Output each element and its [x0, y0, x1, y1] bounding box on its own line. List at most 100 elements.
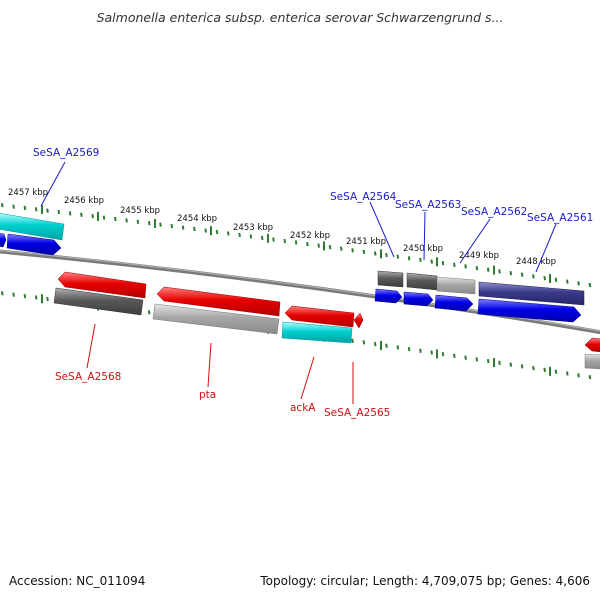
gene-label-forward[interactable]: SeSA_A2564 — [330, 191, 397, 203]
scale-label: 2453 kbp — [233, 223, 273, 233]
scale-tick — [385, 252, 388, 258]
scale-tick — [509, 270, 513, 276]
scale-tick — [317, 243, 320, 248]
gene-SeSA_A2564[interactable] — [377, 270, 404, 288]
scale-tick — [588, 374, 592, 380]
scale-tick — [351, 248, 354, 253]
gene-label-reverse[interactable]: SeSA_A2568 — [55, 371, 121, 383]
scale-tick — [373, 341, 377, 347]
map-title: Salmonella enterica subsp. enterica sero… — [96, 10, 504, 25]
genome-backbone — [0, 249, 600, 335]
scale-label: 2450 kbp — [403, 244, 443, 254]
scale-label: 2454 kbp — [177, 214, 217, 224]
gene-bar[interactable] — [281, 321, 353, 344]
gene-bar[interactable] — [53, 287, 144, 316]
reverse-genes-outer — [57, 271, 600, 353]
accession-label: Accession: NC_011094 — [9, 574, 146, 588]
scale-track-forward — [1, 203, 592, 288]
scale-tick — [532, 274, 535, 279]
gene-SeSA_A2563[interactable] — [406, 272, 438, 291]
scale-label: 2448 kbp — [516, 257, 556, 267]
scale-label: 2455 kbp — [120, 206, 160, 216]
scale-tick — [193, 226, 196, 232]
scale-tick — [249, 234, 253, 239]
gene-label-forward[interactable]: SeSA_A2569 — [33, 147, 99, 159]
scale-tick — [68, 211, 72, 216]
scale-tick — [34, 295, 38, 300]
scale-tick — [170, 223, 174, 229]
gene-arrow[interactable] — [0, 233, 7, 248]
scale-tick — [125, 218, 128, 223]
scale-tick — [577, 373, 580, 378]
gene-bar[interactable] — [152, 303, 280, 335]
scale-tick — [260, 235, 264, 241]
gene-label-forward[interactable]: SeSA_A2563 — [395, 199, 461, 211]
scale-tick — [159, 222, 162, 227]
gene-arrow[interactable] — [584, 337, 600, 353]
scale-tick — [373, 251, 377, 256]
scale-tick — [328, 245, 332, 250]
gene-SeSA_A2562[interactable] — [436, 276, 476, 295]
scale-tick — [306, 241, 309, 247]
scale-tick — [464, 264, 467, 269]
scale-tick — [577, 281, 580, 286]
scale-tick — [543, 275, 546, 281]
gene-arrow[interactable] — [477, 298, 582, 323]
scale-tick — [498, 360, 501, 366]
gene-arrow[interactable] — [374, 288, 403, 304]
gene-SeSA_A2565[interactable] — [353, 312, 364, 329]
gene-label-reverse[interactable]: SeSA_A2565 — [324, 407, 390, 419]
scale-tick — [419, 257, 422, 263]
scale-tick — [294, 240, 298, 245]
scale-tick — [520, 272, 524, 277]
gene-label-reverse[interactable]: ackA — [290, 402, 316, 414]
scale-tick — [464, 355, 467, 360]
gene-label-reverse[interactable]: pta — [199, 389, 216, 401]
scale-tick — [419, 348, 422, 353]
scale-tick — [385, 343, 388, 348]
scale-tick — [453, 353, 456, 359]
gene-arrow[interactable] — [403, 291, 434, 307]
scale-tick — [181, 225, 185, 230]
scale-tick — [441, 352, 445, 357]
reverse-leader-lines — [86, 323, 354, 404]
scale-tick — [430, 259, 433, 264]
scale-tick — [407, 256, 411, 261]
scale-tick — [520, 364, 524, 369]
scale-tick — [407, 346, 411, 352]
scale-tick — [475, 265, 479, 271]
scale-tick — [1, 203, 4, 208]
scale-tick — [566, 279, 569, 284]
scale-tick — [46, 296, 49, 302]
scale-tick — [498, 269, 501, 274]
scale-tick — [102, 215, 106, 220]
scale-tick — [340, 246, 343, 251]
scale-tick — [543, 367, 546, 373]
scale-tick — [486, 267, 490, 272]
scale-tick — [362, 249, 366, 255]
gene-pta[interactable] — [156, 286, 281, 317]
scale-label: 2457 kbp — [8, 188, 48, 198]
scale-tick — [441, 260, 445, 266]
gene-SeSA_A2569[interactable] — [0, 213, 65, 241]
gene-SeSA_A2561[interactable] — [478, 281, 585, 306]
forward-genes-inner — [0, 233, 582, 323]
gene-SeSA_A2568[interactable] — [57, 271, 147, 299]
scale-tick — [34, 207, 38, 212]
scale-tick — [80, 212, 83, 217]
scale-tick — [453, 262, 456, 267]
scale-tick — [227, 231, 230, 236]
gene-bar[interactable] — [584, 353, 600, 370]
gene-arrow[interactable] — [6, 233, 62, 256]
scale-tick — [272, 237, 275, 242]
scale-tick — [1, 291, 4, 296]
scale-tick — [351, 338, 354, 343]
gene-ackA[interactable] — [284, 305, 355, 328]
gene-label-forward[interactable]: SeSA_A2561 — [527, 212, 593, 224]
gene-arrow[interactable] — [434, 294, 474, 312]
scale-tick — [554, 277, 558, 282]
scale-tick — [23, 205, 27, 211]
gene-label-forward[interactable]: SeSA_A2562 — [461, 206, 527, 218]
scale-tick — [204, 228, 207, 233]
